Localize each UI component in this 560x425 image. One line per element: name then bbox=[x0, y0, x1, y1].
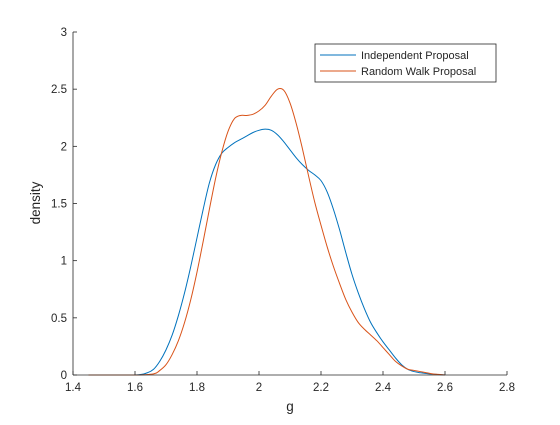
legend-box bbox=[314, 43, 497, 83]
ticks-layer: 1.4 1.6 1.8 2 2.2 2.4 2.6 2.8 0 0.5 1 1.5 2 2.5 3 bbox=[51, 27, 515, 394]
y-tick-label: 1 bbox=[61, 256, 67, 268]
x-axis-label: g bbox=[286, 399, 294, 414]
series-layer bbox=[88, 88, 446, 376]
y-tick-label: 0.5 bbox=[51, 313, 67, 325]
y-tick-label: 0 bbox=[61, 370, 67, 382]
y-tick-label: 3 bbox=[61, 27, 67, 39]
x-tick-label: 2.8 bbox=[499, 382, 515, 394]
y-tick-label: 2 bbox=[61, 141, 67, 153]
x-tick-label: 1.6 bbox=[127, 382, 143, 394]
x-tick-label: 1.4 bbox=[65, 382, 82, 394]
legend-label-independent: Independent Proposal bbox=[361, 50, 469, 62]
x-tick-label: 2.2 bbox=[313, 382, 329, 394]
x-tick-label: 2.6 bbox=[437, 382, 453, 394]
x-tick-label: 2 bbox=[256, 382, 262, 394]
plot-background bbox=[73, 32, 507, 375]
y-tick-label: 1.5 bbox=[51, 199, 67, 211]
series-line-independent bbox=[88, 128, 446, 376]
y-tick-label: 2.5 bbox=[51, 84, 67, 96]
legend-label-random-walk: Random Walk Proposal bbox=[361, 66, 476, 78]
legend: Independent Proposal Random Walk Proposa… bbox=[314, 43, 497, 83]
x-tick-label: 2.4 bbox=[375, 382, 392, 394]
series-line-random-walk bbox=[88, 88, 446, 376]
y-axis-label: density bbox=[28, 181, 43, 224]
x-tick-label: 1.8 bbox=[189, 382, 205, 394]
